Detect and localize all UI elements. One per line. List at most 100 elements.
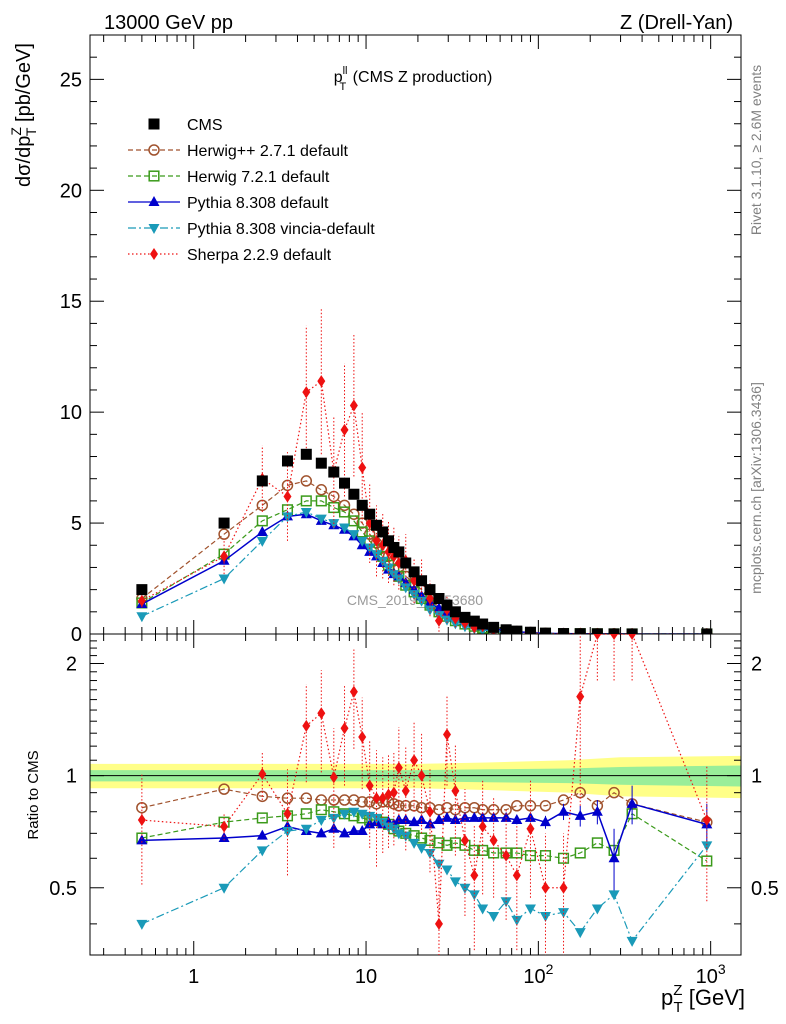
- ratio-point: [394, 761, 403, 774]
- legend-label: Pythia 8.308 vincia-default: [187, 221, 375, 238]
- ratio-point: [349, 685, 358, 698]
- ratio-point: [610, 634, 619, 640]
- ratio-point: [539, 816, 551, 827]
- ratio-point: [425, 805, 434, 818]
- ratio-ytick-label-right: 2: [751, 653, 762, 675]
- main-point: [300, 475, 313, 487]
- main-point: [511, 625, 523, 634]
- main-point: [477, 618, 489, 630]
- ratio-ytick-label: 1: [66, 766, 77, 788]
- main-point: [425, 592, 434, 605]
- main-title-rest: (CMS Z production): [348, 69, 492, 86]
- ratio-point: [489, 834, 498, 847]
- ratio-point: [218, 832, 230, 843]
- main-point: [348, 488, 360, 500]
- main-point: [524, 626, 536, 634]
- legend-marker: [148, 144, 160, 156]
- main-ytick-label: 0: [71, 624, 82, 646]
- main-point: [500, 624, 512, 634]
- ratio-point: [348, 794, 360, 806]
- main-point: [300, 507, 312, 518]
- main-point: [400, 583, 412, 594]
- main-point: [468, 615, 480, 627]
- ratio-point: [477, 904, 489, 915]
- main-ylabel-sup: Z: [8, 127, 24, 136]
- ratio-point: [400, 831, 412, 842]
- ratio-point: [315, 804, 327, 816]
- ratio-point: [328, 822, 340, 833]
- ratio-point: [608, 890, 620, 901]
- main-point: [383, 535, 395, 547]
- main-point: [441, 615, 453, 626]
- mcplots-label: mcplots.cern.ch [arXiv:1306.3436]: [748, 382, 764, 594]
- ratio-point: [389, 786, 398, 799]
- ratio-xtick-label: 10: [355, 966, 377, 988]
- ratio-point: [417, 769, 426, 782]
- main-ytick-label: 5: [71, 513, 82, 535]
- main-ylabel: dσ/dpZT [pb/GeV]: [8, 43, 39, 187]
- main-point: [339, 477, 351, 489]
- ratio-point: [512, 869, 521, 882]
- main-point: [608, 628, 620, 634]
- ratio-point: [136, 919, 148, 930]
- main-point: [338, 506, 351, 518]
- ratio-point: [433, 837, 445, 849]
- ratio-point: [702, 814, 711, 827]
- main-point: [328, 501, 340, 514]
- main-point: [441, 599, 453, 611]
- main-point: [539, 627, 551, 634]
- ratio-xtick-exponent: 2: [546, 961, 554, 977]
- main-point: [459, 611, 471, 623]
- ratio-point: [468, 890, 480, 901]
- ratio-point: [449, 877, 461, 888]
- ratio-point: [701, 841, 713, 852]
- main-point: [433, 593, 445, 605]
- ratio-point: [628, 634, 637, 640]
- ratio-point: [356, 796, 368, 808]
- main-point: [300, 448, 312, 460]
- main-point: [393, 574, 405, 585]
- main-point: [626, 628, 638, 634]
- main-point: [137, 594, 146, 607]
- main-point: [302, 386, 311, 399]
- ratio-xlabel-p: p: [661, 985, 673, 1010]
- main-title-p: p: [334, 69, 343, 86]
- main-point: [136, 612, 148, 623]
- main-point: [339, 523, 351, 534]
- ratio-point: [626, 936, 638, 947]
- main-ylabel-unit: [pb/GeV]: [13, 43, 35, 128]
- main-point: [218, 528, 230, 540]
- ratio-point: [256, 812, 268, 824]
- main-point: [371, 519, 383, 531]
- main-point: [328, 466, 340, 478]
- ratio-point: [511, 800, 523, 812]
- ratio-point: [400, 814, 412, 825]
- main-point: [591, 628, 603, 634]
- ratio-point: [470, 869, 479, 882]
- main-point: [416, 575, 428, 587]
- main-point: [256, 536, 268, 547]
- legend-marker: [148, 224, 160, 234]
- ratio-point: [574, 847, 586, 859]
- main-point: [136, 584, 148, 596]
- ratio-point: [488, 911, 500, 922]
- ratio-frame: [89, 633, 742, 956]
- ratio-point: [340, 722, 349, 735]
- main-point: [283, 490, 292, 503]
- main-ylabel-sub: T: [23, 127, 39, 136]
- legend-label: Sherpa 2.2.9 default: [187, 247, 332, 264]
- main-point: [338, 499, 351, 512]
- ratio-point: [524, 800, 537, 812]
- main-point: [281, 512, 293, 523]
- ratio-xtick-label: 102: [523, 961, 553, 988]
- main-point: [328, 519, 340, 530]
- ratio-point: [218, 783, 230, 795]
- ratio-point: [356, 825, 368, 836]
- main-point: [400, 557, 412, 569]
- ratio-line: [141, 811, 708, 943]
- main-point: [356, 499, 368, 511]
- ratio-point: [377, 818, 389, 829]
